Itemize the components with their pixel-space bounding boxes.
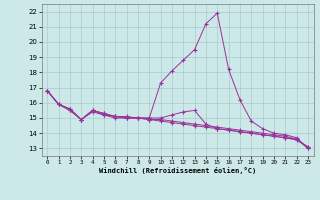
X-axis label: Windchill (Refroidissement éolien,°C): Windchill (Refroidissement éolien,°C) bbox=[99, 167, 256, 174]
